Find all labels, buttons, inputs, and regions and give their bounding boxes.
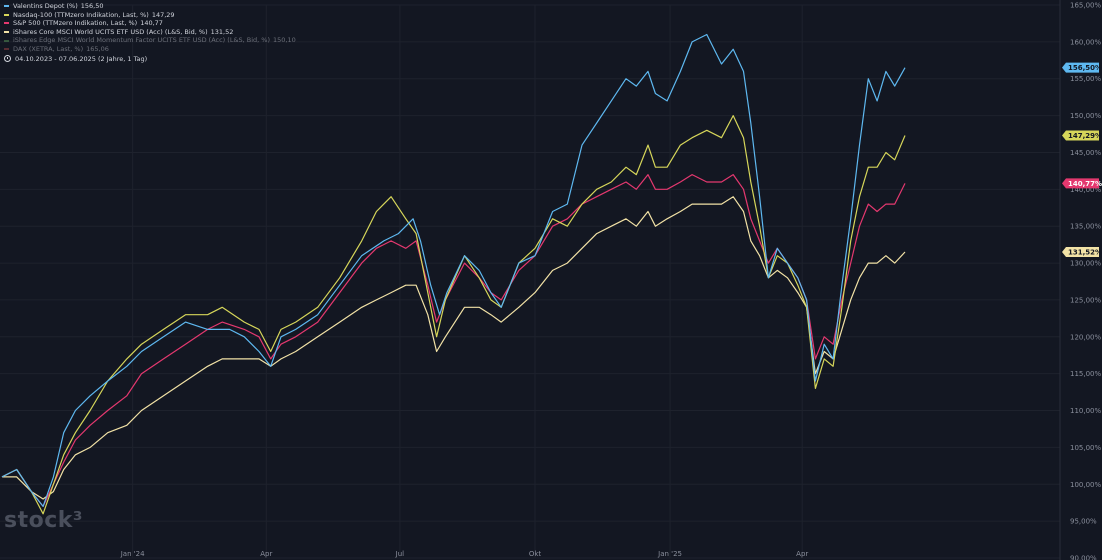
y-tick-label: 150,00% — [1070, 112, 1101, 120]
series-lines — [1, 33, 906, 515]
x-tick-label: Apr — [796, 550, 808, 558]
legend-entry[interactable]: iShares Edge MSCI World Momentum Factor … — [4, 36, 296, 45]
chart-gridlines — [0, 0, 1061, 560]
legend-value: 140,77 — [140, 19, 163, 28]
legend-value: 156,50 — [80, 2, 104, 10]
series-line — [1, 174, 906, 507]
legend-entry[interactable]: Nasdaq-100 (TTMzero Indikation, Last, %)… — [4, 11, 296, 20]
badge-background — [1062, 130, 1099, 141]
y-tick-label: 115,00% — [1070, 370, 1101, 378]
legend-swatch — [4, 31, 9, 34]
last-value-badges: 156,50% 147,29% 140,77% 131,52% — [1062, 62, 1102, 258]
x-tick-label: Apr — [260, 550, 272, 558]
series-line — [1, 33, 906, 507]
badge-label: 131,52% — [1068, 249, 1102, 257]
x-tick-label: Okt — [529, 550, 542, 558]
y-tick-label: 100,00% — [1070, 481, 1101, 489]
legend-label: iShares Core MSCI World UCITS ETF USD (A… — [13, 27, 208, 36]
y-tick-label: 160,00% — [1070, 38, 1101, 46]
badge-background — [1062, 62, 1099, 73]
chart-legend: Valentins Depot (%) 156,50 Nasdaq-100 (TTM… — [4, 2, 296, 63]
badge-label: 140,77% — [1068, 180, 1102, 188]
x-tick-label: Jul — [395, 550, 405, 558]
legend-label: Valentins Depot (%) — [13, 2, 78, 10]
legend-swatch — [4, 5, 9, 8]
y-tick-label: 105,00% — [1070, 444, 1101, 452]
legend-label: iShares Edge MSCI World Momentum Factor … — [13, 36, 271, 45]
x-tick-label: Jan '24 — [120, 550, 145, 558]
last-value-badge: 131,52% — [1062, 247, 1102, 258]
badge-background — [1062, 247, 1099, 258]
legend-label: S&P 500 (TTMzero Indikation, Last, %) — [13, 19, 138, 28]
y-tick-label: 155,00% — [1070, 75, 1101, 83]
legend-value: 131,52 — [210, 27, 234, 36]
y-axis-ticks: 165,00% 160,00% 155,00% 150,00% 145,00% 140,0… — [1070, 2, 1101, 560]
legend-swatch — [4, 39, 9, 42]
badge-label: 147,29% — [1068, 132, 1102, 140]
legend-label: Nasdaq-100 (TTMzero Indikation, Last, %) — [13, 10, 149, 19]
x-axis-ticks: Jan '24 Apr Jul Okt Jan '25 Apr — [120, 550, 809, 558]
legend-swatch — [4, 13, 9, 16]
y-tick-label: 125,00% — [1070, 296, 1101, 304]
clock-icon — [4, 55, 11, 63]
y-tick-label: 165,00% — [1070, 2, 1101, 10]
y-tick-label: 95,00% — [1070, 518, 1097, 526]
stock3-logo: stock³ — [4, 508, 84, 533]
legend-value: 165,06 — [86, 44, 109, 53]
legend-entry[interactable]: iShares Core MSCI World UCITS ETF USD (A… — [4, 28, 296, 37]
y-tick-label: 90,00% — [1070, 555, 1097, 560]
series-line — [1, 115, 906, 515]
legend-swatch — [4, 22, 9, 25]
date-range[interactable]: 04.10.2023 - 07.06.2025 (2 Jahre, 1 Tag) — [4, 55, 296, 64]
last-value-badge: 140,77% — [1062, 178, 1102, 189]
legend-entry[interactable]: Valentins Depot (%) 156,50 — [4, 2, 296, 11]
legend-entry[interactable]: S&P 500 (TTMzero Indikation, Last, %) 140… — [4, 19, 296, 28]
legend-label: DAX (XETRA, Last, %) — [13, 44, 84, 53]
date-range-label: 04.10.2023 - 07.06.2025 (2 Jahre, 1 Tag) — [15, 54, 148, 63]
y-tick-label: 110,00% — [1070, 407, 1101, 415]
badge-label: 156,50% — [1068, 64, 1102, 72]
y-tick-label: 120,00% — [1070, 333, 1101, 341]
series-line — [2, 196, 906, 500]
last-value-badge: 147,29% — [1062, 130, 1102, 141]
y-tick-label: 130,00% — [1070, 260, 1101, 268]
x-tick-label: Jan '25 — [657, 550, 682, 558]
last-value-badge: 156,50% — [1062, 62, 1102, 73]
legend-value: 147,29 — [151, 10, 175, 19]
y-tick-label: 145,00% — [1070, 149, 1101, 157]
legend-swatch — [4, 48, 9, 51]
y-tick-label: 135,00% — [1070, 223, 1101, 231]
legend-entry[interactable]: DAX (XETRA, Last, %) 165,06 — [4, 45, 296, 54]
legend-value: 150,10 — [273, 36, 296, 45]
y-tick-label: 140,00% — [1070, 186, 1101, 194]
badge-background — [1062, 178, 1099, 189]
